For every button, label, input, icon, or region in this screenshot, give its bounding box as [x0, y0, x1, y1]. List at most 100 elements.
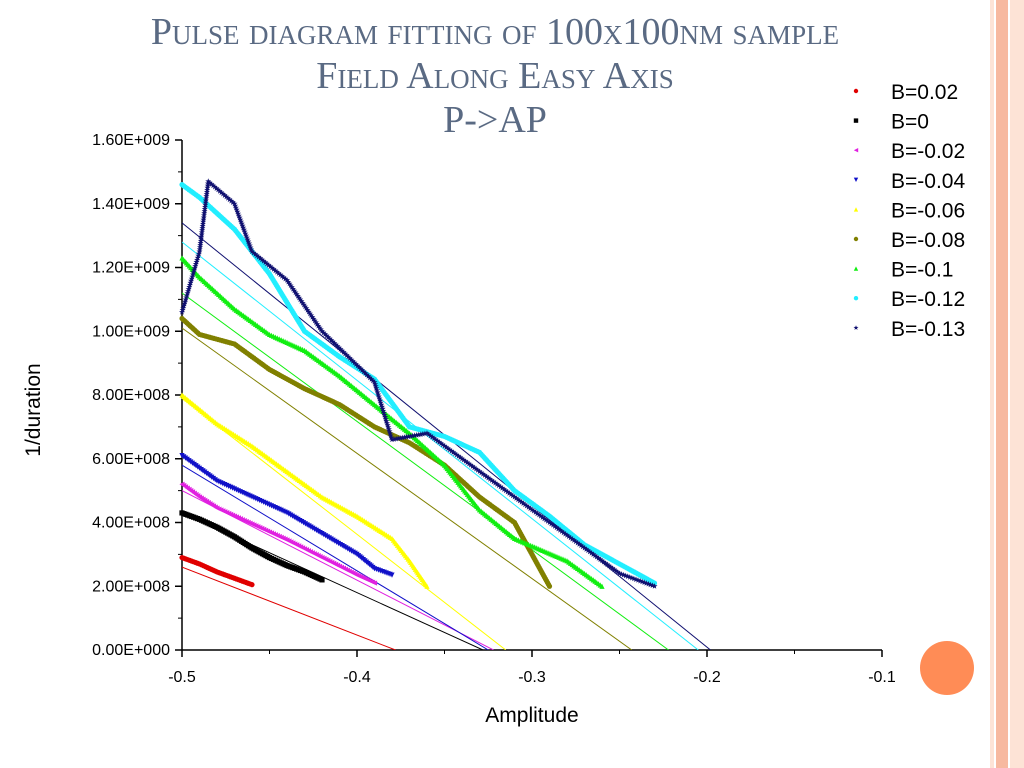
data-point: [415, 431, 422, 438]
data-point: [613, 567, 619, 574]
data-point: [285, 278, 292, 285]
data-point: [203, 195, 210, 201]
data-point: [424, 583, 430, 589]
legend-marker: [853, 118, 859, 123]
data-point: [487, 476, 493, 482]
data-point: [453, 451, 460, 458]
data-point: [232, 202, 239, 209]
data-point: [241, 226, 247, 233]
data-point: [574, 539, 581, 546]
data-point: [616, 570, 623, 576]
data-point: [336, 344, 342, 351]
data-point: [365, 373, 372, 379]
data-point: [630, 575, 637, 582]
data-point: [329, 338, 336, 345]
data-point: [180, 304, 187, 311]
data-point: [606, 562, 612, 569]
data-point: [492, 479, 499, 486]
data-point: [206, 179, 213, 186]
data-point: [270, 266, 277, 272]
pulse-fit-chart: 0.00E+000 2.00E+008 4.00E+008 6.00E+008 8.00…: [22, 81, 965, 727]
data-point: [609, 565, 616, 571]
data-point: [200, 218, 207, 225]
data-point: [405, 433, 412, 440]
legend: B=0.02 B=0 B=-0.02 B=-0.04 B=-0.06 B=-0.08 B=-…: [853, 81, 965, 341]
data-point: [469, 463, 476, 469]
data-point: [272, 267, 279, 274]
data-point: [387, 430, 394, 436]
series-group: [179, 315, 553, 589]
data-point: [303, 305, 310, 311]
data-point: [215, 186, 222, 193]
data-point: [314, 321, 321, 327]
data-point: [393, 435, 400, 442]
chart-title-line-3: P->AP: [443, 99, 547, 141]
data-point: [269, 264, 275, 271]
y-tick-label: 1.40E+009: [92, 196, 170, 213]
data-point: [315, 322, 322, 329]
data-point: [502, 487, 509, 494]
data-point: [474, 467, 481, 473]
data-point: [560, 529, 567, 536]
data-point: [588, 550, 595, 556]
fit-line: [182, 464, 489, 650]
series-group: [179, 392, 430, 589]
y-tick-label: 1.20E+009: [92, 260, 170, 277]
data-point: [240, 224, 247, 231]
data-point: [409, 432, 416, 439]
data-point: [190, 269, 197, 275]
data-point: [411, 432, 418, 438]
data-point: [211, 183, 218, 190]
data-point: [494, 481, 500, 487]
series-group: [179, 452, 395, 578]
legend-label: B=-0.08: [891, 229, 965, 252]
data-point: [529, 506, 535, 513]
data-point: [302, 303, 309, 310]
data-point: [558, 528, 565, 534]
data-point: [436, 439, 443, 445]
data-point: [242, 230, 249, 237]
data-point: [595, 555, 602, 561]
legend-marker: [853, 148, 859, 153]
data-point: [388, 434, 395, 441]
data-point: [354, 362, 361, 369]
data-point: [193, 258, 200, 265]
data-point: [534, 510, 541, 517]
data-point: [399, 434, 406, 441]
data-point: [202, 203, 208, 210]
legend-label: B=-0.1: [891, 259, 953, 282]
data-point: [185, 288, 191, 294]
fit-line: [182, 241, 699, 650]
data-point: [567, 534, 574, 541]
data-point: [647, 581, 654, 588]
data-point: [419, 430, 426, 437]
data-point: [197, 244, 203, 250]
data-point: [611, 566, 618, 573]
data-point: [262, 259, 269, 265]
data-point: [241, 228, 248, 235]
legend-marker: [853, 325, 859, 330]
data-point: [386, 428, 393, 434]
data-point: [578, 542, 584, 548]
data-point: [569, 536, 576, 542]
data-point: [562, 530, 569, 537]
data-point: [628, 574, 635, 581]
data-point: [239, 222, 246, 229]
data-point: [380, 407, 387, 414]
data-point: [229, 199, 236, 205]
data-point: [541, 515, 548, 522]
data-point: [199, 225, 206, 231]
data-point: [376, 395, 383, 402]
y-axis-label: 1/duration: [22, 363, 45, 456]
data-point: [413, 432, 420, 438]
data-point: [626, 574, 633, 580]
legend-marker: [853, 88, 859, 94]
data-point: [233, 206, 240, 213]
data-point: [179, 309, 185, 315]
data-point: [342, 350, 349, 357]
data-point: [243, 234, 250, 241]
data-point: [425, 431, 432, 437]
data-point: [360, 368, 367, 375]
x-tick-label: -0.5: [168, 669, 196, 686]
data-point: [385, 424, 392, 430]
